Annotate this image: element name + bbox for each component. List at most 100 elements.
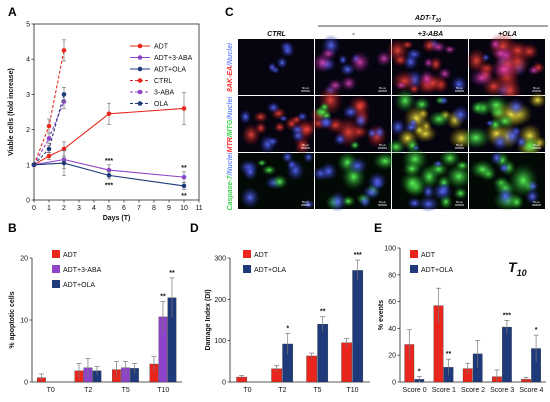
scale-bar-label: 50 µm — [456, 87, 463, 90]
panel-letter-e: E — [374, 221, 382, 235]
significance-star: ** — [181, 193, 187, 200]
cell-blob — [290, 124, 305, 135]
y-tick-label: 3 — [26, 92, 30, 99]
cell-blob — [439, 149, 461, 168]
y-axis-title: Damage Index (DI) — [205, 289, 212, 350]
scale-bar-label: 50 µm — [456, 144, 463, 147]
legend-label: ADT — [63, 252, 78, 259]
cell-blob — [453, 186, 469, 200]
significance-star: * — [535, 327, 538, 334]
panel-letter-c: C — [225, 5, 234, 19]
cell-blob — [266, 101, 281, 114]
data-point — [31, 162, 37, 168]
y-tick-label: 80 — [388, 272, 396, 279]
data-point — [46, 153, 52, 159]
cell-blob — [497, 186, 514, 207]
x-tick-label: T5 — [122, 387, 130, 394]
cell-blob — [389, 118, 407, 136]
cell-blob — [239, 109, 252, 125]
micrograph-tile: 50 µm — [238, 96, 316, 156]
cell-blob — [450, 75, 468, 93]
cell-blob — [257, 159, 267, 167]
scale-bar-label: 50 µm — [379, 201, 386, 204]
cell-blob — [367, 172, 388, 191]
treatment-group-title: ADT-T10 — [414, 15, 441, 24]
data-point — [61, 160, 67, 166]
micrograph-tile: 50 µm — [392, 146, 473, 213]
cell-blob — [527, 65, 541, 76]
y-tick-label: 0 — [222, 380, 226, 387]
cell-blob — [328, 191, 347, 213]
legend-label: ADT — [421, 252, 436, 259]
cell-blob — [527, 180, 539, 193]
chart-panel-b: 0 10 20 % apoptotic cells T0 T2 T5 T10 ** ** ADT AD… — [9, 250, 182, 394]
cell-blob — [485, 119, 495, 127]
scale-bar-label: 50 µm — [379, 144, 386, 147]
cell-blob — [491, 47, 510, 61]
bar — [317, 323, 329, 383]
chart-annotation: T10 — [508, 259, 527, 278]
cell-blob — [301, 199, 315, 209]
x-tick-label: T0 — [47, 387, 55, 394]
legend-swatch — [52, 280, 60, 288]
column-label: - — [352, 31, 355, 38]
y-tick-label: 300 — [214, 256, 226, 263]
legend-swatch — [410, 265, 418, 273]
legend-swatch — [243, 250, 251, 258]
x-tick-label: 6 — [122, 205, 126, 212]
cell-blob — [317, 115, 335, 128]
x-tick-label: 10 — [180, 205, 188, 212]
micrograph-tile: 50 µm — [238, 39, 314, 95]
significance-star: * — [418, 369, 421, 376]
chart-panel-e: 0 20 40 60 80 100 % events Score 0 * Score 1 ** Sco… — [378, 246, 546, 394]
x-tick-label: T2 — [278, 387, 286, 394]
bar — [352, 270, 364, 383]
legend-marker — [137, 55, 143, 60]
x-tick-label: T2 — [84, 387, 92, 394]
data-point — [106, 111, 112, 117]
panel-letter-b: B — [8, 221, 17, 235]
data-point — [46, 136, 52, 141]
cell-blob — [303, 151, 314, 163]
x-tick-label: T5 — [313, 387, 321, 394]
legend-swatch — [52, 265, 60, 273]
x-tick-label: 8 — [152, 205, 156, 212]
legend-label: ADT+OLA — [254, 267, 286, 274]
data-point — [106, 167, 112, 173]
cell-blob — [519, 42, 540, 61]
cell-blob — [254, 121, 268, 135]
data-point — [46, 123, 52, 129]
cell-blob — [296, 111, 308, 122]
scale-bar-label: 50 µm — [379, 87, 386, 90]
cell-blob — [265, 136, 280, 147]
cell-blob — [490, 59, 518, 80]
series-line — [33, 158, 185, 178]
cell-blob — [347, 157, 368, 175]
column-label: +3-ABA — [418, 31, 443, 38]
cell-blob — [528, 92, 547, 109]
x-tick-label: Score 2 — [461, 387, 485, 394]
cell-blob — [240, 186, 261, 209]
bar — [341, 342, 353, 383]
cell-blob — [491, 133, 509, 151]
cell-blob — [400, 40, 415, 50]
legend-marker — [137, 89, 143, 95]
legend-marker — [137, 43, 143, 49]
x-tick-label: T10 — [346, 387, 358, 394]
panel-letter-d: D — [190, 221, 199, 235]
cell-blob — [430, 40, 447, 54]
cell-blob — [318, 101, 331, 112]
row-label: Caspase-7/Nuclei — [227, 151, 234, 210]
legend-label: OLA — [154, 101, 168, 108]
legend-swatch — [52, 250, 60, 258]
legend-label: ADT — [254, 252, 269, 259]
y-tick-label: 4 — [26, 57, 30, 64]
legend-label: ADT — [154, 44, 169, 51]
cell-blob — [525, 188, 540, 205]
y-axis-title: Viable cells (fold increase) — [8, 68, 15, 156]
data-point — [61, 92, 67, 97]
micrograph-tile: 50 µm — [460, 92, 548, 158]
x-tick-label: Score 0 — [403, 387, 427, 394]
cell-blob — [423, 57, 434, 69]
